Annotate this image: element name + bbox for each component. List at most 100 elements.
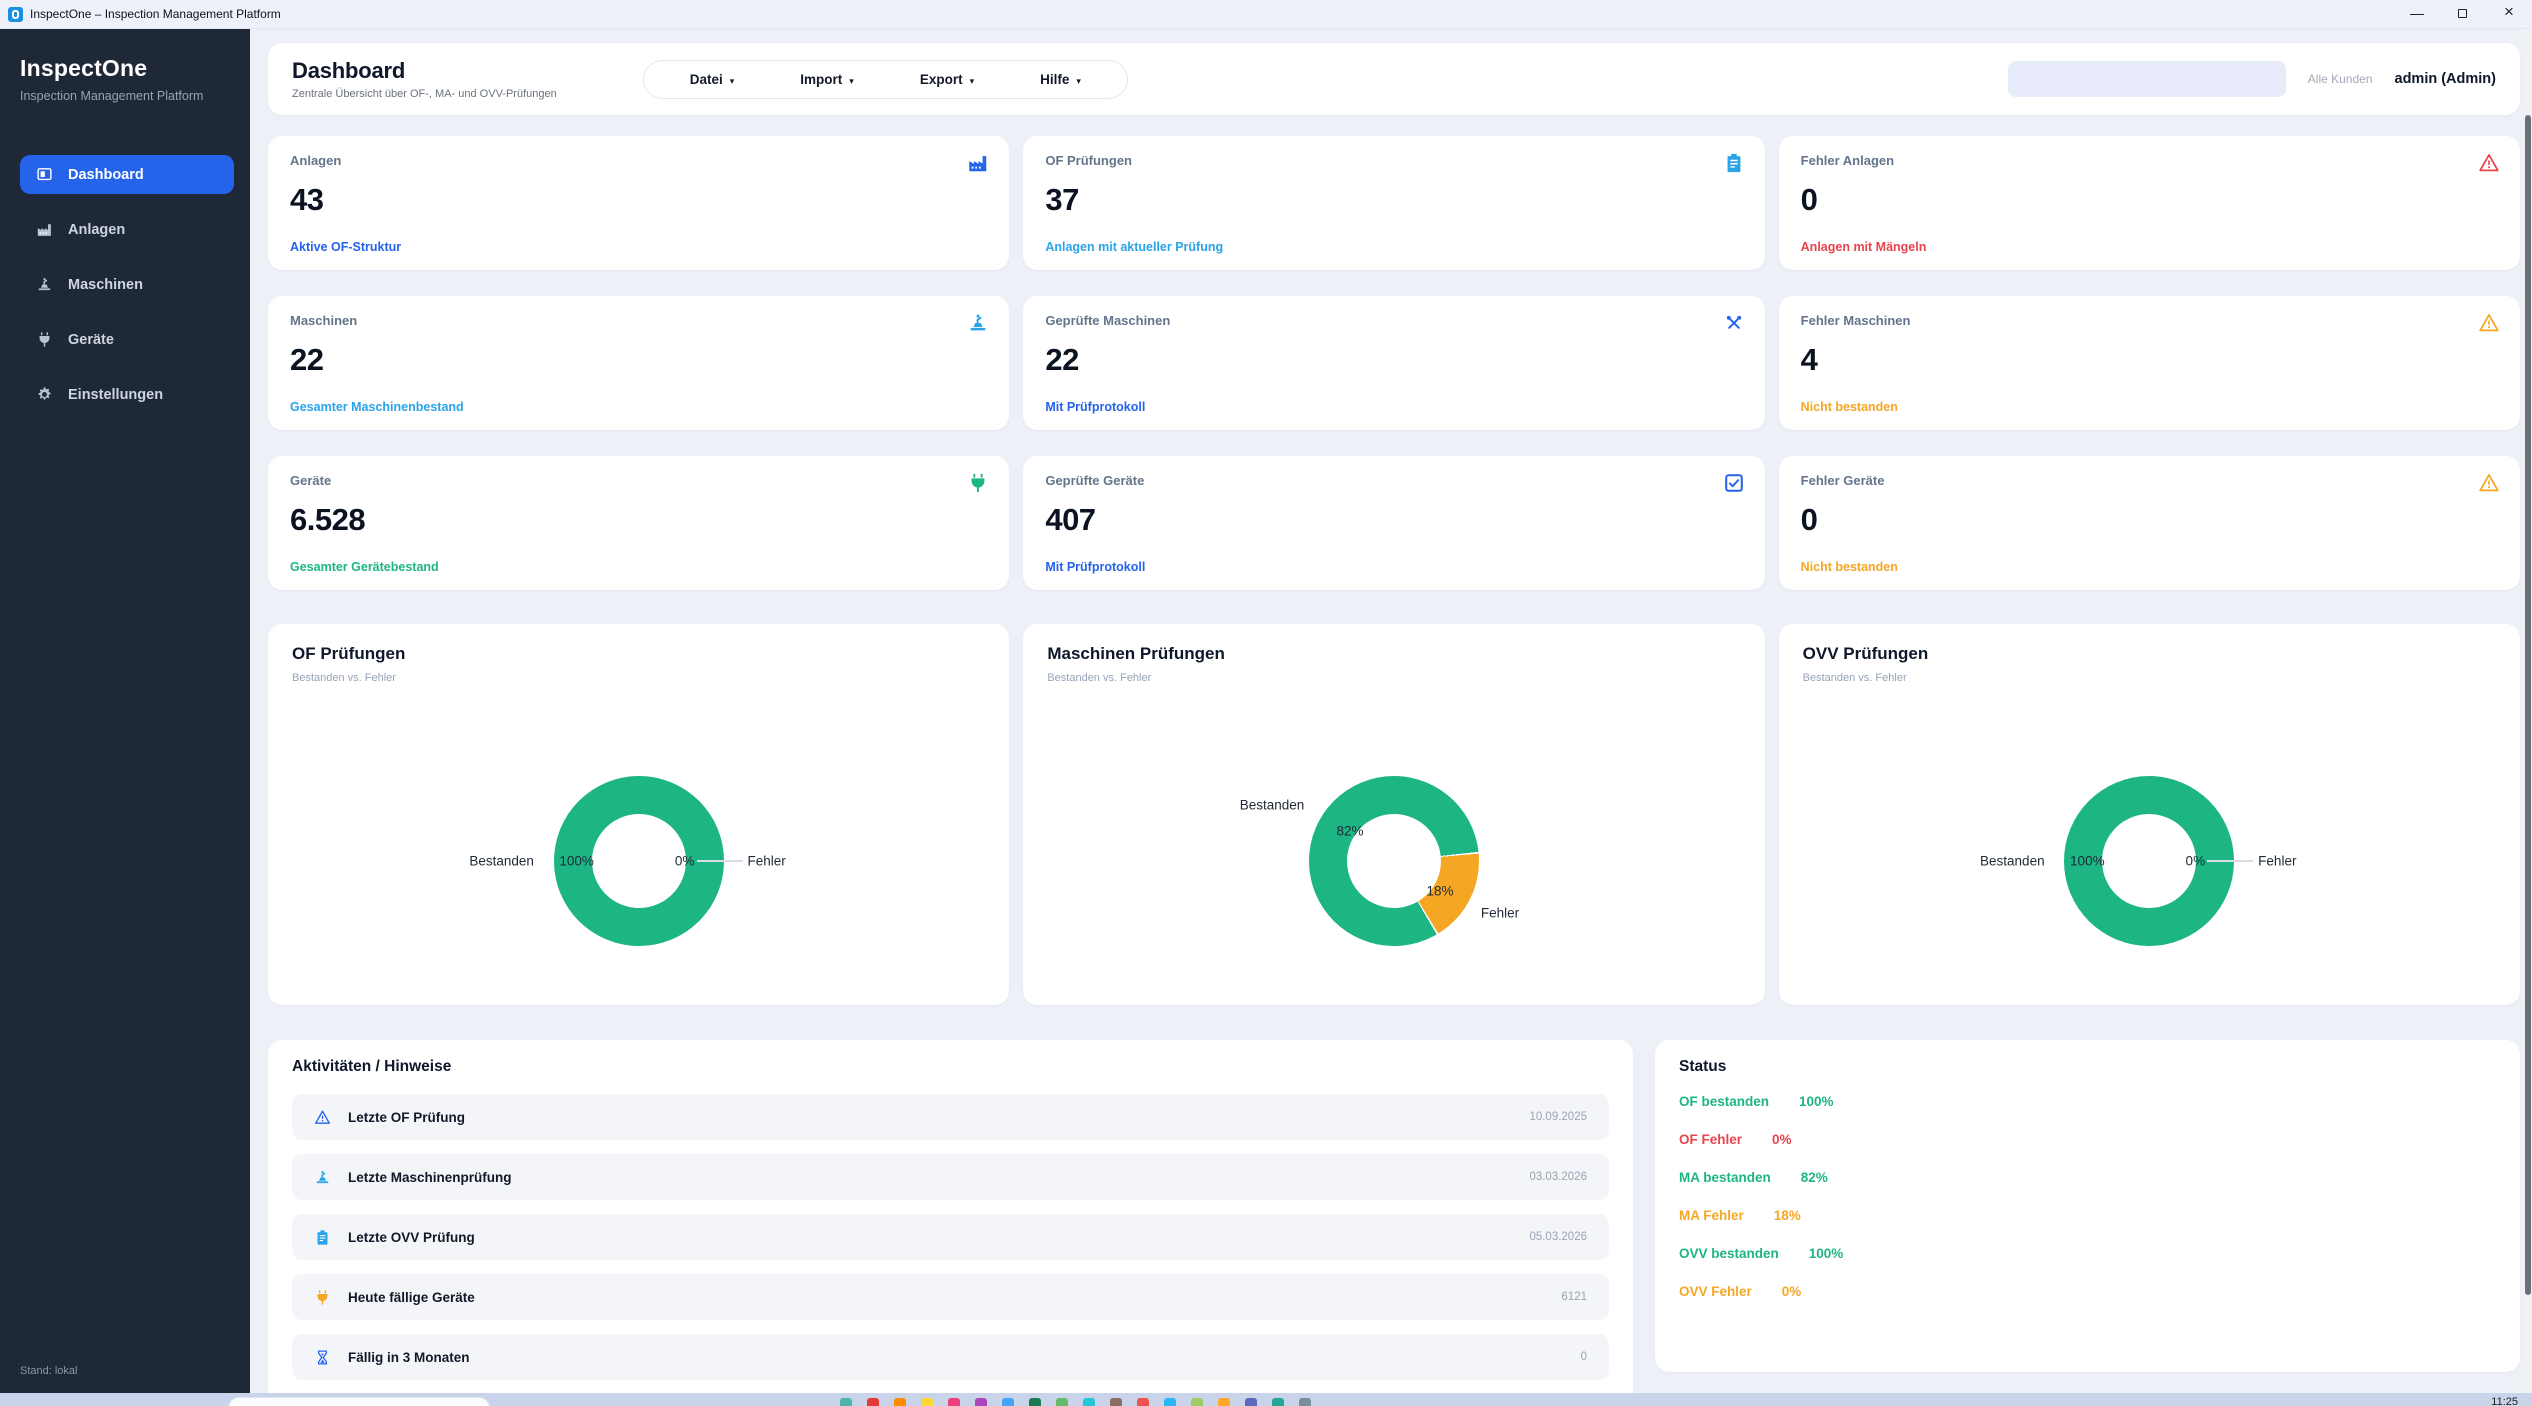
list-item-letzte-maschinenpruefung[interactable]: Letzte Maschinenprüfung 03.03.2026 xyxy=(292,1154,1609,1200)
sync-status-label: Stand: lokal xyxy=(20,1365,78,1377)
list-item-faellig-in-3-monaten[interactable]: Fällig in 3 Monaten 0 xyxy=(292,1334,1609,1380)
taskbar-app-icon[interactable] xyxy=(867,1398,879,1406)
taskbar-app-icon[interactable] xyxy=(1164,1398,1176,1406)
menubar: Datei Import Export Hilfe xyxy=(642,59,1128,99)
list-item-letzte-of-pruefung[interactable]: Letzte OF Prüfung 10.09.2025 xyxy=(292,1094,1609,1140)
stat-card-grid: Anlagen 43 Aktive OF-Struktur OF Prüfung… xyxy=(268,136,2520,590)
taskbar-app-icon[interactable] xyxy=(1191,1398,1203,1406)
stat-card-geraete: Geräte 6.528 Gesamter Gerätebestand xyxy=(268,456,1010,590)
close-button[interactable] xyxy=(2486,0,2532,29)
taskbar-app-icon[interactable] xyxy=(1218,1398,1230,1406)
warning-icon xyxy=(2478,152,2500,174)
scrollbar-thumb[interactable] xyxy=(2525,115,2531,1295)
slice-pct-fehler: 0% xyxy=(2185,853,2206,869)
taskbar-app-icon[interactable] xyxy=(894,1398,906,1406)
menu-export[interactable]: Export xyxy=(920,72,974,87)
taskbar-app-icon[interactable] xyxy=(1002,1398,1014,1406)
plug-icon xyxy=(967,472,989,494)
list-item-heute-faellige-geraete[interactable]: Heute fällige Geräte 6121 xyxy=(292,1274,1609,1320)
stat-card-fehler-geraete: Fehler Geräte 0 Nicht bestanden xyxy=(1778,456,2520,590)
page-title: Dashboard xyxy=(292,58,406,83)
stat-subtitle: Nicht bestanden xyxy=(1800,400,1898,414)
chart-card-ovv-pruefungen: OVV Prüfungen Bestanden vs. Fehler Besta… xyxy=(1778,624,2520,1005)
chevron-down-icon xyxy=(730,72,735,87)
taskbar-app-icon[interactable] xyxy=(948,1398,960,1406)
sidebar-item-einstellungen[interactable]: Einstellungen xyxy=(20,375,234,414)
activities-panel: Aktivitäten / Hinweise Letzte OF Prüfung… xyxy=(268,1040,1633,1393)
sidebar-item-label: Anlagen xyxy=(68,221,126,238)
donut-ring xyxy=(1308,776,1479,946)
taskbar-app-icon[interactable] xyxy=(1029,1398,1041,1406)
stat-value: 0 xyxy=(1800,182,1818,217)
taskbar-app-icon[interactable] xyxy=(1245,1398,1257,1406)
sidebar: InspectOne Inspection Management Platfor… xyxy=(0,29,250,1393)
page-header-titles: Dashboard Zentrale Übersicht über OF-, M… xyxy=(292,58,557,100)
clipboard-icon xyxy=(1723,152,1745,174)
slice-label-bestanden: Bestanden xyxy=(1239,797,1305,813)
sidebar-item-maschinen[interactable]: Maschinen xyxy=(20,265,234,304)
sidebar-item-geraete[interactable]: Geräte xyxy=(20,320,234,359)
donut-chart-ovv: Bestanden 100% 0% Fehler xyxy=(1803,746,2496,976)
taskbar-app-icons[interactable] xyxy=(840,1398,1311,1406)
status-title: Status xyxy=(1679,1058,1727,1075)
sidebar-nav: Dashboard Anlagen Maschinen Geräte Einst… xyxy=(20,155,234,414)
menu-import[interactable]: Import xyxy=(800,72,854,87)
sidebar-item-label: Geräte xyxy=(68,331,114,348)
checkbox-icon xyxy=(1723,472,1745,494)
factory-icon xyxy=(36,221,53,238)
sidebar-item-label: Einstellungen xyxy=(68,386,164,403)
taskbar-app-icon[interactable] xyxy=(921,1398,933,1406)
taskbar-app-icon[interactable] xyxy=(1056,1398,1068,1406)
stat-value: 4 xyxy=(1800,342,1818,377)
vertical-scrollbar[interactable] xyxy=(2524,29,2532,1393)
window-title: InspectOne – Inspection Management Platf… xyxy=(30,7,281,21)
donut-chart-of: Bestanden 100% 0% Fehler xyxy=(292,746,985,976)
window-controls xyxy=(2394,0,2532,29)
menu-datei[interactable]: Datei xyxy=(690,72,735,87)
sidebar-item-label: Dashboard xyxy=(68,166,144,183)
clipboard-icon xyxy=(314,1229,331,1246)
stat-value: 37 xyxy=(1045,182,1079,217)
restore-icon xyxy=(2458,6,2472,18)
taskbar-app-icon[interactable] xyxy=(1299,1398,1311,1406)
windows-taskbar[interactable]: 11:25 xyxy=(0,1393,2532,1406)
plug-icon xyxy=(314,1289,331,1306)
stat-card-gepruefte-maschinen: Geprüfte Maschinen 22 Mit Prüfprotokoll xyxy=(1023,296,1765,430)
sidebar-item-anlagen[interactable]: Anlagen xyxy=(20,210,234,249)
chevron-down-icon xyxy=(970,72,975,87)
list-item-letzte-ovv-pruefung[interactable]: Letzte OVV Prüfung 05.03.2026 xyxy=(292,1214,1609,1260)
taskbar-search-box[interactable] xyxy=(228,1397,490,1406)
warning-icon xyxy=(2478,312,2500,334)
restore-button[interactable] xyxy=(2440,0,2486,29)
menu-hilfe[interactable]: Hilfe xyxy=(1040,72,1081,87)
chart-grid: OF Prüfungen Bestanden vs. Fehler Bestan… xyxy=(268,624,2520,1005)
stat-subtitle: Nicht bestanden xyxy=(1800,560,1898,574)
plug-icon xyxy=(36,331,53,348)
chevron-down-icon xyxy=(1076,72,1081,87)
header-right: Alle Kunden admin (Admin) xyxy=(2007,61,2497,97)
customer-filter[interactable]: Alle Kunden xyxy=(2307,72,2373,86)
slice-label-fehler: Fehler xyxy=(2258,853,2297,869)
tools-icon xyxy=(1723,312,1745,334)
user-label[interactable]: admin (Admin) xyxy=(2394,71,2497,87)
bottom-row: Aktivitäten / Hinweise Letzte OF Prüfung… xyxy=(268,1040,2520,1393)
taskbar-app-icon[interactable] xyxy=(1272,1398,1284,1406)
taskbar-app-icon[interactable] xyxy=(1137,1398,1149,1406)
search-input[interactable] xyxy=(2007,61,2286,97)
minimize-button[interactable] xyxy=(2394,0,2440,29)
dashboard-icon xyxy=(36,166,53,183)
chart-card-of-pruefungen: OF Prüfungen Bestanden vs. Fehler Bestan… xyxy=(268,624,1010,1005)
chart-card-maschinen-pruefungen: Maschinen Prüfungen Bestanden vs. Fehler… xyxy=(1023,624,1765,1005)
taskbar-app-icon[interactable] xyxy=(975,1398,987,1406)
status-ovv-fehler: OVV Fehler 0% xyxy=(1679,1284,1802,1299)
window-titlebar: InspectOne – Inspection Management Platf… xyxy=(0,0,2532,29)
taskbar-app-icon[interactable] xyxy=(840,1398,852,1406)
stat-subtitle: Mit Prüfprotokoll xyxy=(1045,400,1146,414)
donut-ring xyxy=(553,776,724,946)
sidebar-item-dashboard[interactable]: Dashboard xyxy=(20,155,234,194)
taskbar-app-icon[interactable] xyxy=(1083,1398,1095,1406)
slice-pct-fehler: 18% xyxy=(1426,883,1454,899)
slice-pct-bestanden: 82% xyxy=(1336,823,1364,839)
stat-value: 22 xyxy=(290,342,324,377)
taskbar-app-icon[interactable] xyxy=(1110,1398,1122,1406)
